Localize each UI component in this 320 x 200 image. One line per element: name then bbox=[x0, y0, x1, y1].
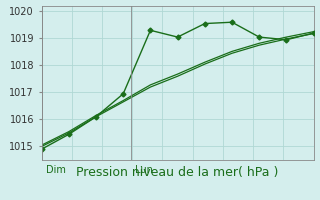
X-axis label: Pression niveau de la mer( hPa ): Pression niveau de la mer( hPa ) bbox=[76, 166, 279, 179]
Text: Dim: Dim bbox=[46, 165, 66, 175]
Text: Lun: Lun bbox=[135, 165, 153, 175]
